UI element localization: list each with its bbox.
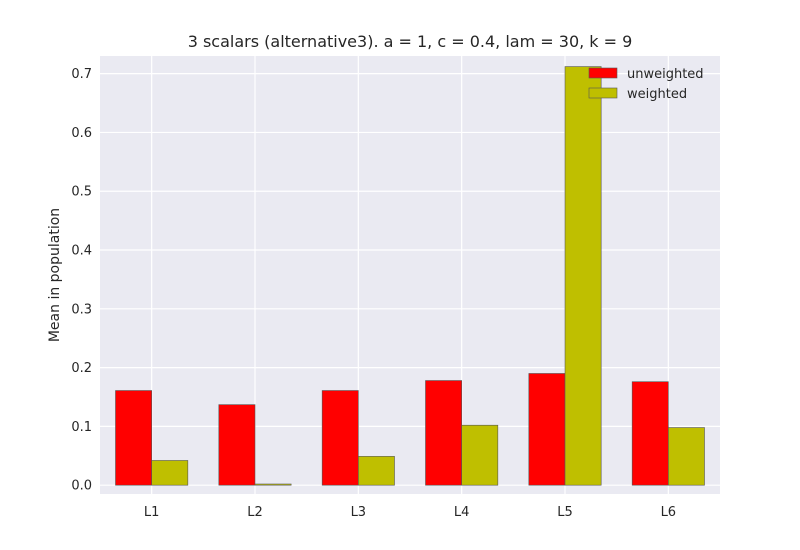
legend-label-weighted: weighted [627, 87, 687, 102]
legend-swatch-weighted [588, 87, 618, 99]
y-tick-label: 0.4 [71, 244, 92, 259]
legend-swatch-unweighted [588, 67, 618, 79]
x-tick-label: L1 [144, 505, 160, 520]
y-tick-label: 0.6 [71, 126, 92, 141]
bar-weighted-L3 [358, 456, 395, 486]
y-axis-label: Mean in population [47, 208, 63, 342]
chart-title: 3 scalars (alternative3). a = 1, c = 0.4… [188, 32, 633, 51]
bar-unweighted-L5 [528, 373, 566, 486]
y-tick-label: 0.1 [71, 420, 92, 435]
bar-weighted-L5 [564, 66, 602, 486]
y-tick-label: 0.3 [71, 302, 92, 317]
bars [115, 66, 705, 486]
x-tick-labels: L1 L2 L3 L4 L5 L6 [144, 505, 676, 520]
bar-unweighted-L1 [115, 390, 152, 486]
x-tick-label: L3 [351, 505, 367, 520]
bar-unweighted-L2 [218, 404, 256, 486]
bar-weighted-L6 [668, 427, 705, 486]
bar-unweighted-L4 [425, 380, 462, 486]
x-tick-label: L5 [557, 505, 573, 520]
y-tick-label: 0.7 [71, 67, 92, 82]
legend: unweighted weighted [588, 67, 704, 102]
y-tick-label: 0.5 [71, 185, 92, 200]
y-tick-label: 0.0 [71, 479, 92, 494]
x-tick-label: L4 [454, 505, 470, 520]
y-tick-labels: 0.0 0.1 0.2 0.3 0.4 0.5 0.6 0.7 [71, 67, 92, 494]
bar-unweighted-L3 [321, 390, 359, 486]
y-tick-label: 0.2 [71, 361, 92, 376]
bar-unweighted-L6 [631, 381, 669, 486]
bar-weighted-L1 [151, 460, 189, 486]
bar-weighted-L2 [254, 483, 292, 486]
legend-label-unweighted: unweighted [627, 67, 704, 82]
bar-weighted-L4 [461, 424, 499, 486]
x-tick-label: L2 [247, 505, 263, 520]
plot-area [100, 56, 720, 494]
x-tick-label: L6 [661, 505, 677, 520]
